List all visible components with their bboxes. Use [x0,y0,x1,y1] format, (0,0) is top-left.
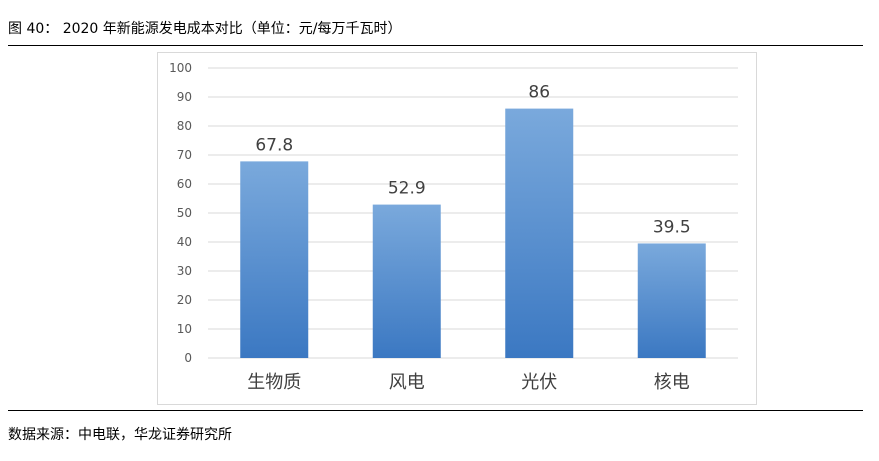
data-labels: 67.8 52.9 86 39.5 [255,83,690,238]
category-label: 核电 [654,372,690,393]
y-tick-label: 40 [177,235,192,249]
chart-frame: 0 10 20 30 40 50 60 70 80 90 100 67.8 52.9 86 39.5 生物… [157,52,757,405]
bar-1 [240,161,309,358]
y-tick-label: 30 [177,264,192,278]
bar-chart: 0 10 20 30 40 50 60 70 80 90 100 67.8 52.9 86 39.5 生物… [169,61,738,393]
y-tick-label: 50 [177,206,192,220]
bars [240,108,706,358]
y-tick-label: 90 [177,90,192,104]
data-label: 52.9 [388,179,426,199]
y-tick-label: 80 [177,119,192,133]
category-label: 风电 [389,372,425,393]
bottom-rule [8,410,863,411]
y-tick-label: 100 [169,61,192,75]
y-tick-label: 20 [177,293,192,307]
data-label: 67.8 [255,135,293,155]
category-label: 光伏 [521,372,557,393]
source-note: 数据来源：中电联，华龙证券研究所 [8,427,232,443]
y-axis-ticks: 0 10 20 30 40 50 60 70 80 90 100 [169,61,192,365]
category-label: 生物质 [247,372,301,393]
bar-4 [637,243,706,358]
y-tick-label: 10 [177,322,192,336]
data-label: 86 [528,83,550,103]
y-tick-label: 70 [177,148,192,162]
bar-3 [505,108,574,358]
figure-title: 图 40： 2020 年新能源发电成本对比（单位：元/每万千瓦时） [8,21,402,37]
top-rule [8,45,863,46]
data-label: 39.5 [653,217,691,237]
y-tick-label: 0 [184,351,192,365]
bar-2 [372,204,441,358]
x-axis-categories: 生物质 风电 光伏 核电 [247,372,690,393]
y-tick-label: 60 [177,177,192,191]
